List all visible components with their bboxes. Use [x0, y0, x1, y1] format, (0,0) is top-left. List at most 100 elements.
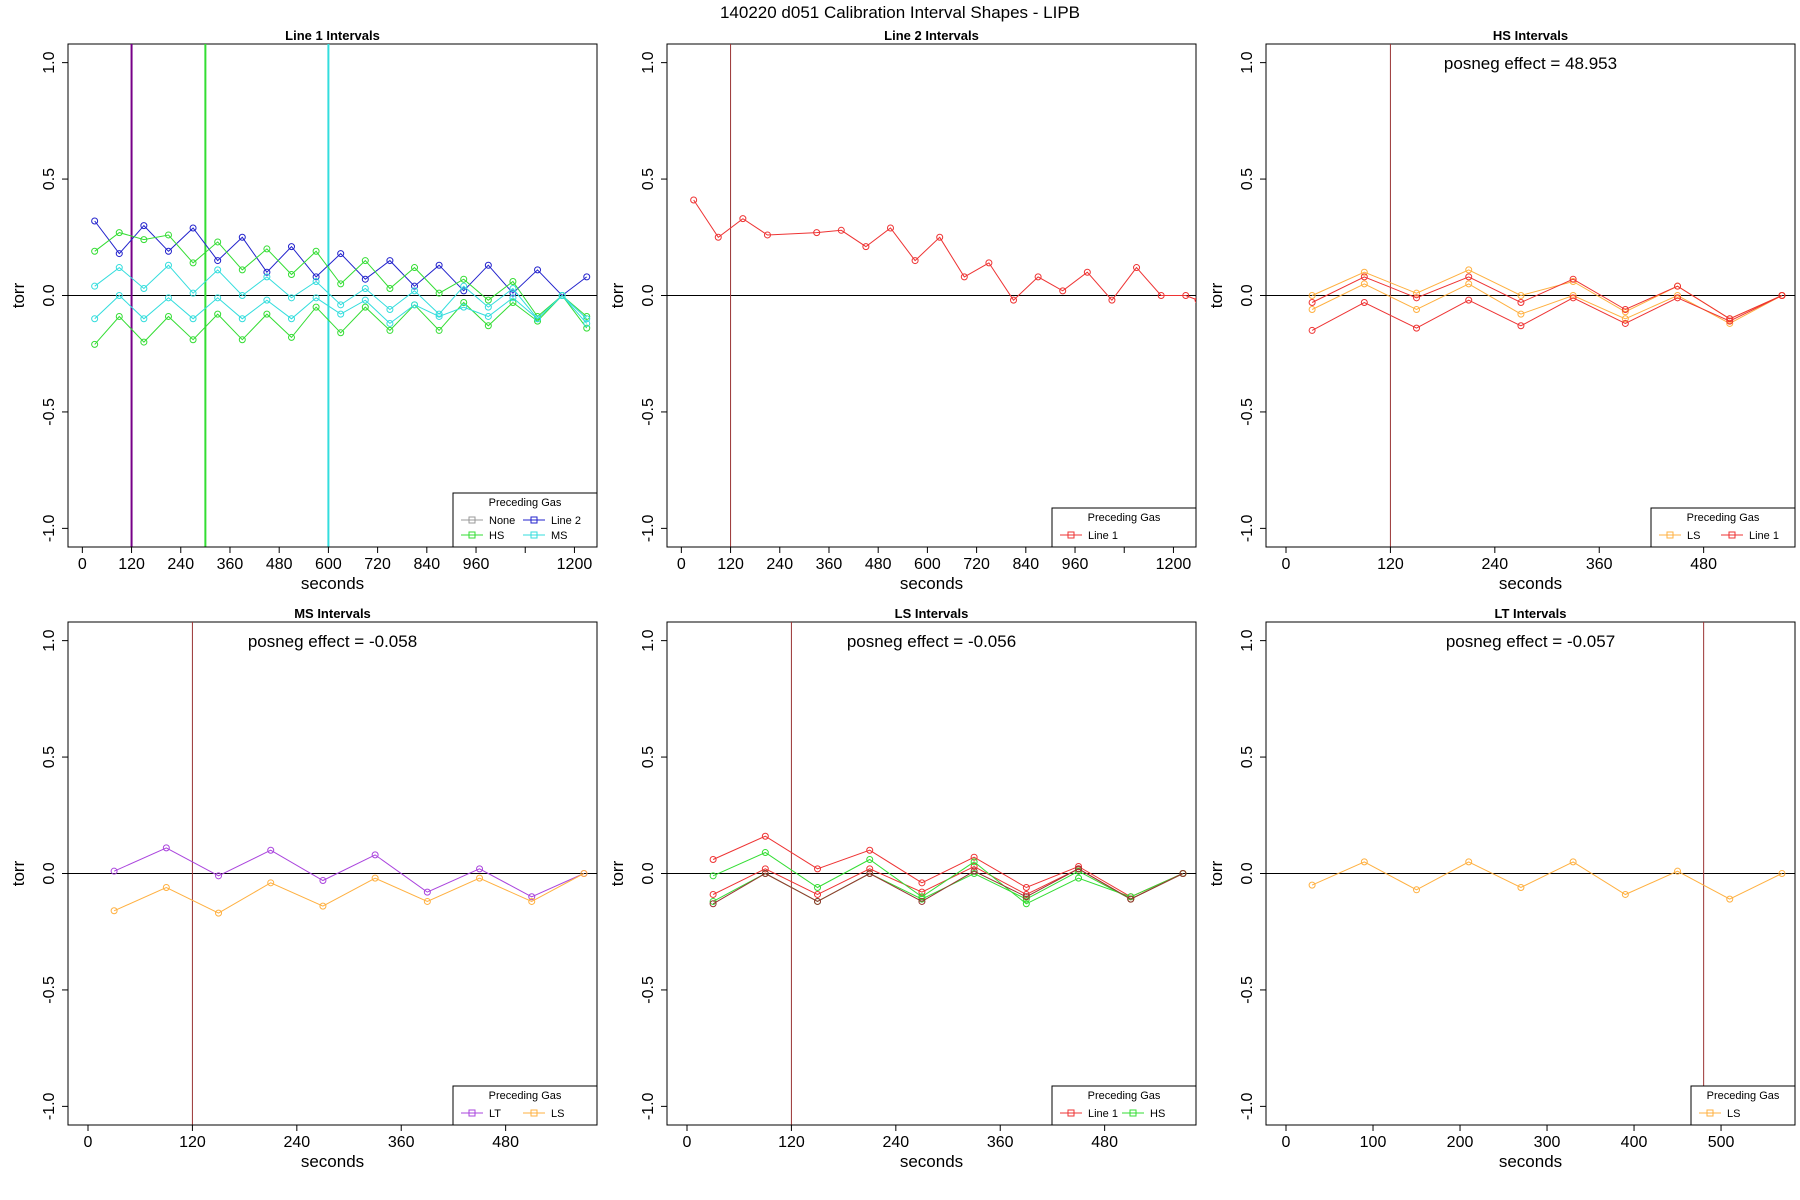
data-point: [1778, 870, 1786, 877]
panel-title: Line 2 Intervals: [884, 28, 979, 43]
data-point: [337, 329, 345, 337]
data-point: [371, 874, 379, 882]
x-tick-label: 120: [717, 556, 744, 573]
x-tick-label: 720: [963, 556, 990, 573]
data-point: [862, 243, 870, 251]
data-point: [1360, 298, 1368, 306]
x-tick-label: 400: [1621, 1134, 1648, 1151]
data-point: [337, 301, 345, 309]
x-tick-label: 0: [78, 556, 87, 573]
series-line: [94, 232, 588, 318]
data-point: [115, 264, 123, 272]
data-point: [91, 315, 99, 323]
y-tick-label: -0.5: [640, 398, 657, 426]
legend-box: [1690, 1085, 1796, 1126]
data-point: [1569, 294, 1577, 302]
data-point: [1517, 883, 1525, 891]
legend-box: [1650, 507, 1796, 548]
panel-6: LT Intervals 0 100 200 300 400 500 seconds -1.0 -…: [1207, 606, 1796, 1171]
legend-entry-label: Line 1: [1749, 530, 1779, 542]
x-tick-label: 360: [217, 556, 244, 573]
data-point: [1182, 292, 1190, 299]
y-tick-label: -0.5: [41, 398, 58, 426]
x-tick-label: 600: [914, 556, 941, 573]
legend-swatch-marker: [468, 1109, 476, 1117]
x-tick-label: 1200: [1156, 556, 1192, 573]
data-point: [110, 867, 118, 875]
data-point: [189, 336, 197, 344]
x-tick-label: 300: [1534, 1134, 1561, 1151]
y-axis-label: torr: [1207, 282, 1226, 308]
series-group: [1308, 858, 1786, 903]
data-point: [1465, 266, 1473, 274]
data-point: [1569, 292, 1577, 299]
data-point: [435, 326, 443, 334]
series-group: [709, 832, 1187, 908]
data-point: [583, 315, 591, 323]
data-point: [1075, 863, 1083, 871]
data-point: [580, 870, 588, 877]
data-point: [918, 893, 926, 901]
data-point: [214, 310, 222, 318]
data-point: [1308, 305, 1316, 313]
x-tick-label: 0: [1282, 556, 1291, 573]
data-point: [164, 261, 172, 269]
data-point: [435, 312, 443, 320]
y-tick-label: 0.0: [41, 284, 58, 306]
x-tick-label: 960: [463, 556, 490, 573]
data-point: [287, 333, 295, 341]
data-point: [164, 247, 172, 255]
x-tick-label: 240: [766, 556, 793, 573]
data-point: [140, 285, 148, 293]
data-point: [1465, 273, 1473, 281]
data-point: [460, 282, 468, 290]
data-point: [460, 287, 468, 295]
data-point: [1133, 264, 1141, 272]
data-point: [1308, 298, 1316, 306]
data-point: [1360, 280, 1368, 288]
data-point: [960, 273, 968, 281]
data-point: [337, 250, 345, 258]
data-point: [164, 312, 172, 320]
data-point: [361, 296, 369, 304]
panel-2: Line 2 Intervals 0 120 240 360 480 600 720 840 96…: [608, 28, 1197, 593]
data-point: [91, 282, 99, 290]
data-point: [814, 883, 822, 891]
data-point: [263, 273, 271, 281]
y-tick-label: 0.5: [1239, 168, 1256, 190]
data-point: [91, 340, 99, 348]
data-point: [164, 231, 172, 239]
panel-4: MS Intervals 0 120 240 360 480 seconds -1.0 -0.5…: [9, 606, 598, 1171]
legend-box: [1051, 1085, 1197, 1126]
data-point: [509, 278, 517, 286]
series-line: [113, 873, 585, 914]
data-point: [1674, 292, 1682, 299]
legend-entry-label: HS: [489, 530, 504, 542]
legend-title: Preceding Gas: [489, 1090, 562, 1102]
data-point: [1621, 315, 1629, 323]
x-tick-label: 1200: [557, 556, 593, 573]
panel-title: LT Intervals: [1494, 606, 1566, 621]
data-point: [936, 233, 944, 241]
x-tick-label: 360: [816, 556, 843, 573]
data-point: [534, 266, 542, 274]
legend-swatch-marker: [1728, 531, 1736, 539]
data-point: [1517, 310, 1525, 318]
data-point: [1075, 867, 1083, 875]
series-group: [91, 217, 591, 348]
data-point: [411, 301, 419, 309]
data-point: [1194, 297, 1196, 303]
data-point: [1621, 308, 1629, 316]
x-tick-label: 360: [987, 1134, 1014, 1151]
data-point: [1413, 294, 1421, 302]
y-tick-label: -0.5: [1239, 976, 1256, 1004]
data-point: [763, 231, 771, 239]
data-point: [238, 233, 246, 241]
x-axis-label: seconds: [900, 574, 963, 593]
panel-title: HS Intervals: [1493, 28, 1568, 43]
data-point: [1010, 296, 1018, 304]
data-point: [1413, 289, 1421, 297]
x-tick-label: 720: [364, 556, 391, 573]
x-tick-label: 480: [865, 556, 892, 573]
